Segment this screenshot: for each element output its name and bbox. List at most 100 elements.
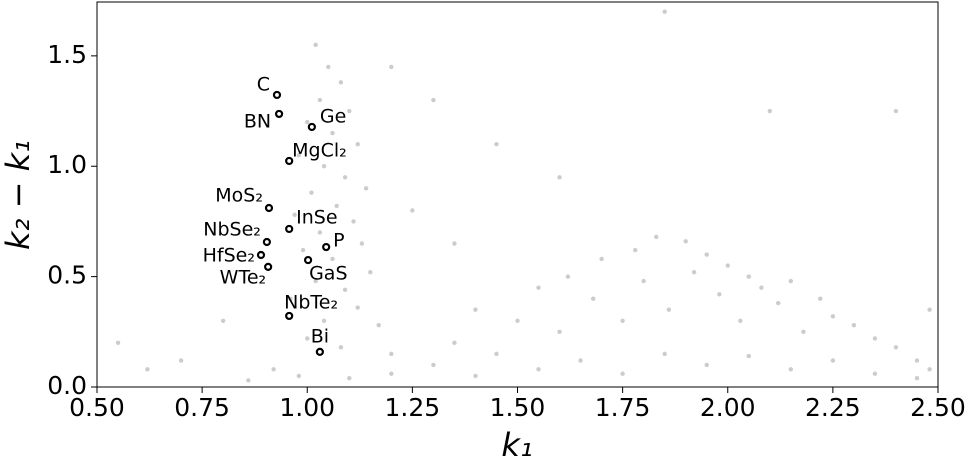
- point: [494, 351, 499, 357]
- point: [927, 307, 932, 312]
- point: [893, 345, 899, 350]
- point: [788, 278, 794, 284]
- point: [313, 278, 318, 284]
- point: [321, 164, 327, 169]
- point: [620, 371, 625, 376]
- point: [376, 322, 381, 328]
- point: [788, 367, 794, 372]
- point: [654, 234, 659, 240]
- labeled-point: [285, 224, 294, 234]
- point: [599, 256, 604, 262]
- point: [536, 367, 541, 372]
- point: [317, 230, 323, 235]
- point: [914, 358, 920, 363]
- point: [363, 186, 369, 191]
- point: [633, 247, 638, 253]
- point-label: InSe: [296, 206, 337, 228]
- point: [338, 345, 344, 350]
- point: [620, 318, 625, 323]
- point: [305, 119, 310, 125]
- point: [557, 175, 562, 180]
- point: [473, 373, 478, 379]
- point-label: NbSe₂: [203, 218, 261, 240]
- labeled-point: [274, 109, 284, 119]
- point: [313, 42, 318, 48]
- point-label: BN: [244, 110, 271, 132]
- x-tick-label: 1.00: [279, 393, 335, 422]
- x-axis-label: k₁: [501, 426, 532, 464]
- point: [473, 307, 478, 312]
- x-tick-label: 0.75: [174, 393, 230, 422]
- point: [355, 305, 360, 310]
- labeled-point: [315, 347, 324, 356]
- point: [662, 9, 667, 14]
- labeled-point: [264, 262, 273, 272]
- point: [309, 190, 314, 195]
- point: [746, 353, 751, 359]
- point: [355, 141, 360, 147]
- x-tick-label: 2.00: [700, 393, 756, 422]
- point: [536, 285, 541, 290]
- labeled-point: [303, 255, 313, 265]
- point: [767, 108, 772, 114]
- point: [872, 371, 878, 376]
- point: [317, 97, 323, 103]
- point: [801, 329, 806, 335]
- point: [342, 287, 348, 293]
- labeled-point: [262, 237, 271, 247]
- point: [347, 375, 352, 381]
- point: [389, 64, 394, 70]
- point-label: MgCl₂: [292, 139, 347, 161]
- point: [347, 108, 352, 114]
- point: [351, 219, 356, 224]
- point: [872, 336, 878, 341]
- point-label: C: [257, 73, 270, 95]
- point: [590, 296, 596, 301]
- point: [115, 340, 121, 346]
- x-tick-label: 2.25: [805, 393, 861, 422]
- point: [342, 175, 348, 180]
- y-tick-label: 0.5: [47, 261, 87, 290]
- point: [321, 318, 327, 323]
- point: [220, 318, 226, 323]
- point: [452, 340, 457, 346]
- labeled-point: [272, 90, 282, 100]
- point: [246, 378, 251, 383]
- point: [515, 318, 520, 323]
- point: [338, 80, 344, 85]
- point: [300, 247, 306, 253]
- point: [431, 97, 436, 103]
- labeled-point: [322, 242, 331, 252]
- point-label: HfSe₂: [203, 244, 255, 266]
- point: [557, 329, 562, 335]
- point: [330, 256, 335, 262]
- point-label: Ge: [320, 105, 346, 127]
- point: [662, 351, 667, 357]
- point: [565, 274, 571, 279]
- point: [704, 362, 709, 368]
- point: [178, 358, 184, 363]
- point: [830, 358, 836, 363]
- point: [145, 367, 150, 372]
- point: [296, 153, 302, 158]
- point: [330, 130, 335, 136]
- point-label: WTe₂: [220, 266, 266, 288]
- point: [389, 371, 394, 376]
- point-label: MoS₂: [215, 184, 263, 206]
- point-label: Bi: [311, 325, 329, 347]
- point: [578, 358, 583, 363]
- point: [368, 270, 373, 275]
- point: [851, 322, 857, 328]
- x-tick-label: 1.50: [490, 393, 546, 422]
- y-axis-label: k₂ − k₁: [0, 140, 37, 250]
- point: [776, 300, 781, 306]
- x-tick-label: 1.75: [595, 393, 651, 422]
- labeled-point: [307, 122, 316, 132]
- point-label: P: [333, 230, 344, 252]
- point: [296, 373, 302, 379]
- point: [738, 318, 743, 323]
- point: [641, 278, 646, 284]
- point: [725, 263, 730, 268]
- point: [683, 239, 688, 244]
- point-label: GaS: [309, 263, 347, 285]
